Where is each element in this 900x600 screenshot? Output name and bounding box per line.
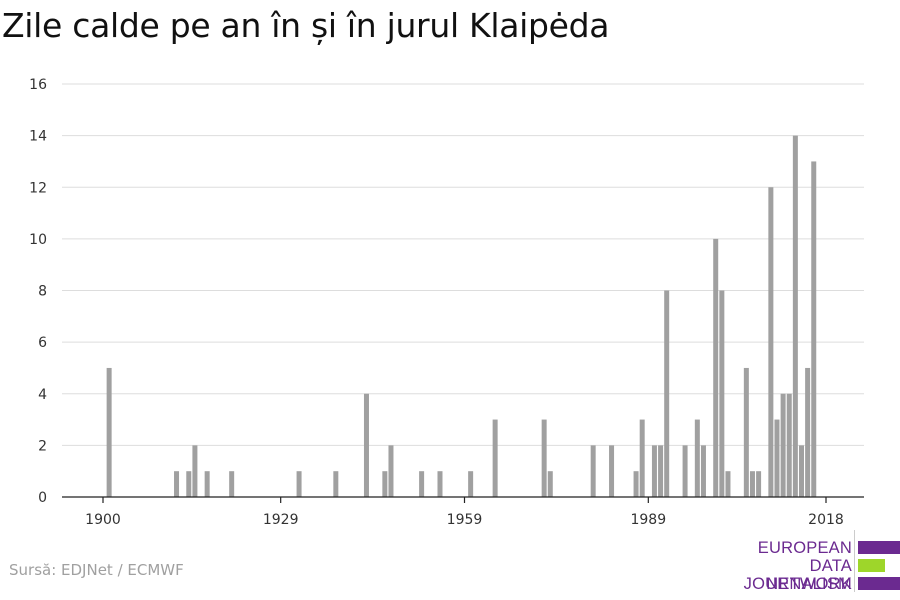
bar-1988[interactable] [639,419,645,497]
x-tick-label: 1989 [630,512,666,528]
y-tick-label: 8 [38,284,47,300]
bar-1960[interactable] [468,471,474,497]
y-axis-labels: 0 2 4 6 8 10 12 14 16 [29,77,47,506]
bar-chart: 0 2 4 6 8 10 12 14 16 1900 1929 1959 1989 2018 [29,77,864,528]
bar-1997[interactable] [694,419,700,497]
bar-1915[interactable] [192,445,198,498]
bar-1946[interactable] [382,471,388,497]
bar-1972[interactable] [541,419,547,497]
bar-2015[interactable] [805,367,811,497]
bar-1943[interactable] [363,393,369,497]
x-tick-label: 1959 [447,512,483,528]
bar-1991[interactable] [658,445,664,498]
bar-1983[interactable] [609,445,615,498]
bar-2014[interactable] [798,445,804,498]
bar-1973[interactable] [547,471,553,497]
bar-1995[interactable] [682,445,688,498]
y-tick-label: 14 [29,129,47,145]
bar-2010[interactable] [774,419,780,497]
chart-title: Zile calde pe an în și în jurul Klaipėda [2,6,610,45]
bar-2005[interactable] [743,367,749,497]
bar-1990[interactable] [651,445,657,498]
bar-1932[interactable] [296,471,302,497]
bar-2000[interactable] [713,238,719,498]
logo-bar-top [858,541,900,554]
bar-1947[interactable] [388,445,394,498]
bar-2012[interactable] [786,393,792,497]
bar-2001[interactable] [719,290,725,498]
bar-1998[interactable] [700,445,706,498]
bar-1980[interactable] [590,445,596,498]
bar-2007[interactable] [756,471,762,497]
logo-bar-bottom [858,577,900,590]
bar-2016[interactable] [811,161,817,497]
logo-bar-middle [858,559,885,572]
bar-1964[interactable] [492,419,498,497]
bar-1912[interactable] [174,471,180,497]
y-tick-label: 6 [38,335,47,351]
logo-line-european: EUROPEAN [757,539,852,557]
x-tick-label: 2018 [808,512,844,528]
x-tick-label: 1900 [85,512,121,528]
bars [106,135,817,498]
x-tick-label: 1929 [263,512,299,528]
bar-1992[interactable] [664,290,670,498]
bar-1938[interactable] [333,471,339,497]
x-axis-ticks: 1900 1929 1959 1989 2018 [85,497,844,528]
y-tick-label: 12 [29,180,47,196]
bar-1987[interactable] [633,471,639,497]
y-tick-label: 2 [38,438,47,454]
bar-2011[interactable] [780,393,786,497]
logo-line-network: NETWORK [766,575,852,593]
y-tick-label: 0 [38,490,47,506]
gridlines [62,83,864,446]
y-tick-label: 16 [29,77,47,93]
bar-1952[interactable] [419,471,425,497]
bar-1921[interactable] [229,471,235,497]
bar-1955[interactable] [437,471,443,497]
bar-1917[interactable] [204,471,210,497]
logo-line-data-journalism: DATA JOURNALISM [743,557,852,593]
bar-2009[interactable] [768,187,774,497]
bar-2002[interactable] [725,471,731,497]
y-tick-label: 10 [29,232,47,248]
bar-2013[interactable] [792,135,798,498]
source-note: Sursă: EDJNet / ECMWF [9,561,184,579]
edjnet-logo[interactable]: EUROPEAN DATA JOURNALISM NETWORK [700,530,900,596]
y-tick-label: 4 [38,387,47,403]
bar-1901[interactable] [106,367,112,497]
bar-1914[interactable] [186,471,192,497]
logo-divider [854,530,855,592]
bar-2006[interactable] [749,471,755,497]
